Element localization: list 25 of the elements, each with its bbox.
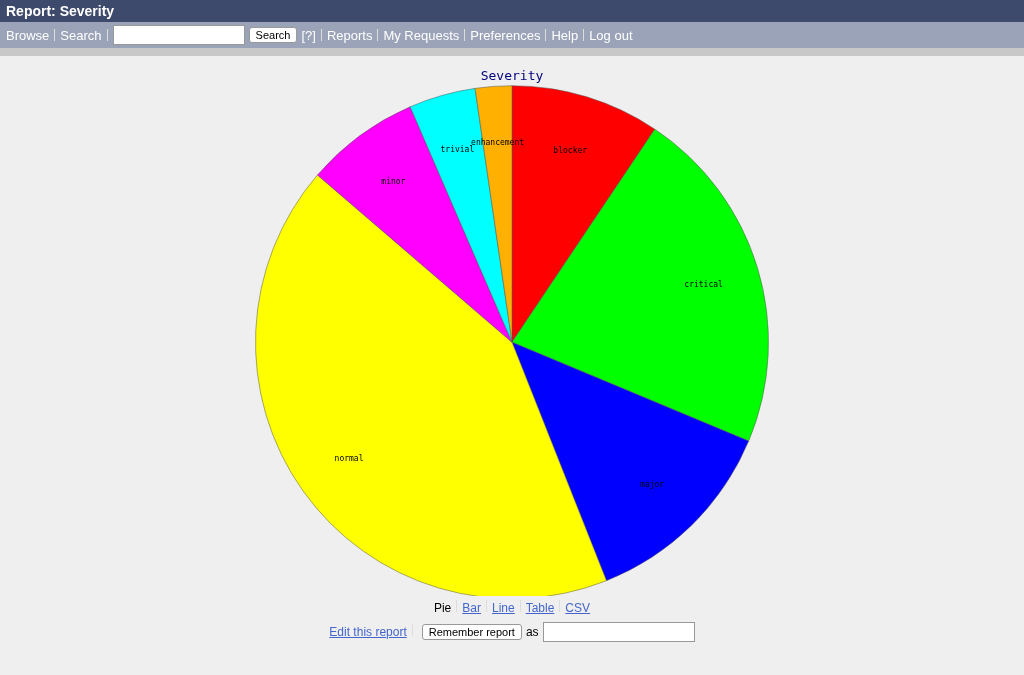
- text: Reports: [326, 27, 373, 43]
- text: Log out: [589, 27, 633, 43]
- slice-label: normal: [334, 453, 364, 463]
- text: Preferences: [470, 27, 541, 43]
- text: Help: [551, 27, 579, 43]
- slice-label: critical: [684, 280, 724, 290]
- slice-label: trivial: [440, 145, 475, 155]
- text: [?]: [301, 27, 316, 43]
- text: Remember report: [421, 624, 522, 640]
- text: CSV: [565, 601, 591, 615]
- text: Search: [60, 27, 102, 43]
- slice-label: blocker: [553, 146, 588, 156]
- text: Search: [248, 27, 298, 43]
- text: as: [525, 625, 539, 639]
- text: Line: [491, 601, 515, 615]
- text: Browse: [6, 27, 50, 43]
- text: Pie: [433, 601, 452, 615]
- slice-label: major: [640, 480, 665, 490]
- text: Edit this report: [329, 625, 407, 639]
- slice-label: minor: [381, 176, 406, 186]
- chart-title: Severity: [480, 68, 544, 83]
- text: My Requests: [383, 27, 460, 43]
- text: Bar: [462, 601, 481, 615]
- text: Report: Severity: [0, 0, 1024, 22]
- text: Table: [525, 601, 555, 615]
